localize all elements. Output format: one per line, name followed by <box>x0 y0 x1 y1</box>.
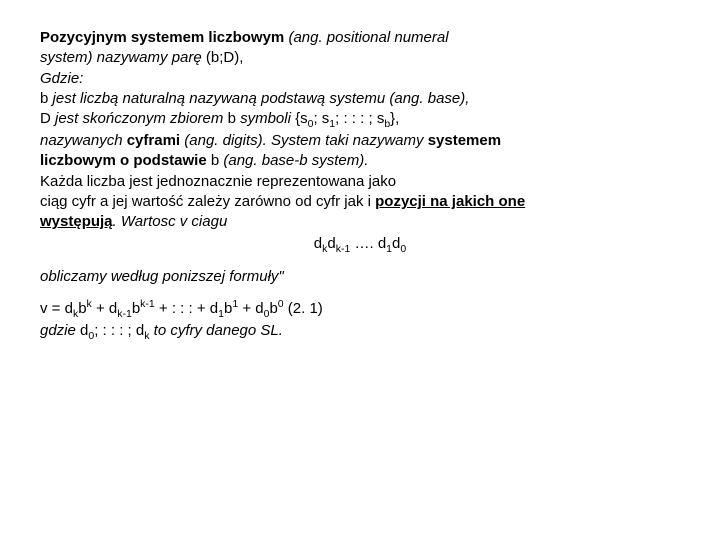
set-close: }, <box>390 110 399 127</box>
d: d <box>327 235 335 252</box>
text: (ang. base-b system). <box>223 152 368 169</box>
sub-k-1: k-1 <box>117 308 132 320</box>
var-d: D <box>40 110 55 127</box>
b: b <box>269 300 277 317</box>
d: d <box>378 235 386 252</box>
para-4: b jest liczbą naturalną nazywaną podstaw… <box>40 89 680 109</box>
para-10: występują. Wartosc v ciagu <box>40 212 680 232</box>
text: to cyfry danego SL. <box>150 322 283 339</box>
dots: + : : : + d <box>155 300 218 317</box>
b: b <box>132 300 140 317</box>
text: ciąg cyfr a jej wartość zależy zarówno o… <box>40 193 375 210</box>
equation-2-1: v = dkbk + dk-1bk-1 + : : : + d1b1 + d0b… <box>40 297 680 321</box>
plus-d: + d <box>92 300 117 317</box>
text: gdzie <box>40 322 80 339</box>
b: b <box>78 300 86 317</box>
text: . Wartosc v ciagu <box>113 213 228 230</box>
term-positional-system: Pozycyjnym systemem liczbowym <box>40 29 284 46</box>
text: ; : : : ; d <box>94 322 144 339</box>
text: system) nazywamy parę <box>40 49 206 66</box>
term-system: systemem <box>428 132 501 149</box>
term-digits: cyframi <box>127 132 185 149</box>
text: ; : : : ; s <box>335 110 384 127</box>
para-9: ciąg cyfr a jej wartość zależy zarówno o… <box>40 192 680 212</box>
term-position: pozycji na jakich one <box>375 193 525 210</box>
document-body: Pozycyjnym systemem liczbowym (ang. posi… <box>0 0 720 371</box>
text: jest skończonym zbiorem <box>55 110 228 127</box>
plus-d: + d <box>238 300 263 317</box>
term-base-system: liczbowym o podstawie <box>40 152 211 169</box>
text: symboli <box>240 110 295 127</box>
para-6: nazywanych cyframi (ang. digits). System… <box>40 131 680 151</box>
text-where: Gdzie: <box>40 70 83 87</box>
para-2: system) nazywamy parę (b;D), <box>40 48 680 68</box>
var-b: b <box>228 110 241 127</box>
text: jest liczbą naturalną nazywaną podstawą … <box>53 90 470 107</box>
para-7: liczbowym o podstawie b (ang. base-b sys… <box>40 151 680 171</box>
sub-k-1: k-1 <box>336 243 351 255</box>
sup-k-1: k-1 <box>140 298 155 310</box>
para-12: gdzie d0; : : : ; dk to cyfry danego SL. <box>40 321 680 343</box>
para-5: D jest skończonym zbiorem b symboli {s0;… <box>40 109 680 131</box>
dots: …. <box>350 235 378 252</box>
formula-sequence: dkdk-1 …. d1d0 <box>40 234 680 256</box>
eq-num: (2. 1) <box>284 300 323 317</box>
text: ; s <box>313 110 329 127</box>
sub-0: 0 <box>400 243 406 255</box>
para-1: Pozycyjnym systemem liczbowym (ang. posi… <box>40 28 680 48</box>
text: Każda liczba jest jednoznacznie reprezen… <box>40 173 396 190</box>
var-b: b <box>40 90 53 107</box>
set-open: {s <box>295 110 308 127</box>
term-occur: występują <box>40 213 113 230</box>
para-8: Każda liczba jest jednoznacznie reprezen… <box>40 172 680 192</box>
eq: v = d <box>40 300 73 317</box>
text: (ang. digits). System taki nazywamy <box>184 132 427 149</box>
text: obliczamy według ponizszej formuły" <box>40 268 284 285</box>
para-3: Gdzie: <box>40 69 680 89</box>
pair-notation: (b;D), <box>206 49 244 66</box>
text: (ang. positional numeral <box>284 29 448 46</box>
var-b: b <box>211 152 224 169</box>
para-11: obliczamy według ponizszej formuły" <box>40 267 680 287</box>
text: nazywanych <box>40 132 127 149</box>
d: d <box>314 235 322 252</box>
